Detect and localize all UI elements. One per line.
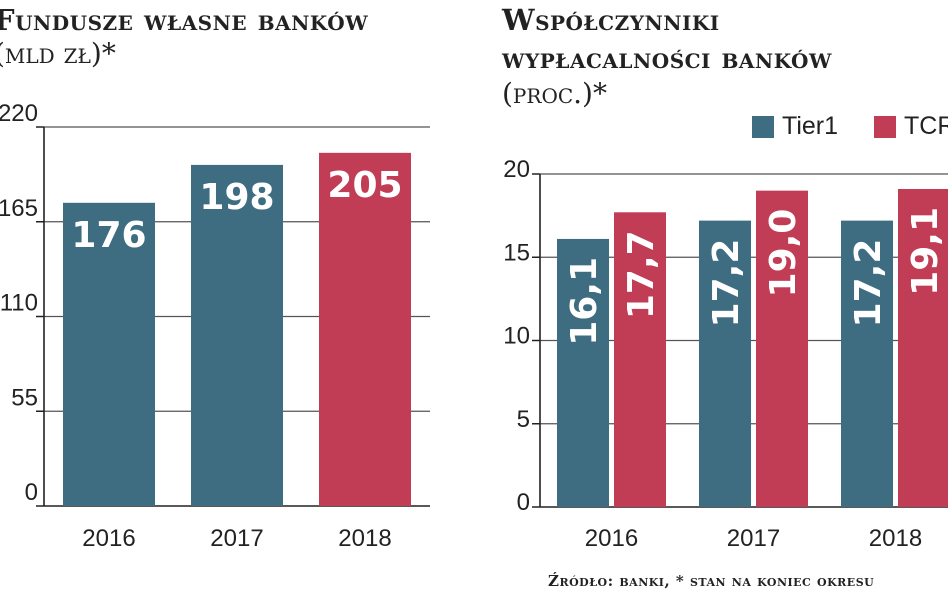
chart2-bar-value-label-tier1: 17,2 xyxy=(848,239,889,328)
chart2-bar-value-label-tier1: 17,2 xyxy=(706,239,747,328)
chart2-bar-value-label-tcr: 19,0 xyxy=(763,209,804,298)
chart2-x-tick-label: 2016 xyxy=(585,525,638,552)
chart2-bar-value-label-tier1: 16,1 xyxy=(564,257,605,346)
chart1-subtitle: (mld zł)* xyxy=(0,37,116,70)
chart2-bar-value-label-tcr: 19,1 xyxy=(905,207,946,296)
chart2-x-tick-label: 2018 xyxy=(869,525,922,552)
chart2-bar-tcr xyxy=(898,188,948,508)
legend-item-tcr: TCR xyxy=(874,112,948,141)
legend-label-tcr: TCR xyxy=(904,112,948,140)
chart2-bar-tcr xyxy=(614,212,666,508)
chart2-bar-tier1 xyxy=(699,220,751,507)
chart1-title: Fundusze własne banków xyxy=(0,3,369,37)
source-note: Źródło: banki, * stan na koniec okresu xyxy=(548,572,875,590)
chart1-y-tick-label: 110 xyxy=(0,290,38,317)
chart2-bar-tier1 xyxy=(841,220,893,507)
chart1-bar-value-label: 205 xyxy=(327,165,402,206)
legend-swatch-tier1 xyxy=(752,115,774,138)
chart1-y-tick-label: 55 xyxy=(11,384,38,411)
chart1-y-tick-label: 0 xyxy=(25,479,38,506)
chart2-bar-value-label-tcr: 17,7 xyxy=(621,230,662,319)
chart2-y-tick-label: 10 xyxy=(503,323,530,350)
chart1-x-tick-label: 2018 xyxy=(338,525,391,552)
legend-item-tier1: Tier1 xyxy=(752,112,838,141)
legend-label-tier1: Tier1 xyxy=(782,112,839,140)
chart2-bar-tier1 xyxy=(557,238,609,507)
chart2-y-tick-label: 5 xyxy=(517,406,530,433)
chart1-bar xyxy=(63,202,155,507)
chart1-y-tick-label: 165 xyxy=(0,195,38,222)
chart1-bar-value-label: 176 xyxy=(71,215,146,256)
chart2-title-line2: wypłacalności banków xyxy=(502,41,832,75)
chart1-x-tick-label: 2017 xyxy=(210,525,263,552)
chart2-y-tick-label: 15 xyxy=(503,239,530,266)
chart2-bar-tcr xyxy=(756,190,808,507)
chart1-bar-value-label: 198 xyxy=(199,177,274,218)
chart1-y-tick-label: 220 xyxy=(0,100,38,127)
chart2-x-tick-label: 2017 xyxy=(727,525,780,552)
chart2-y-tick-label: 20 xyxy=(503,156,530,183)
chart2-subtitle: (proc.)* xyxy=(502,77,607,110)
chart2-title-line1: Współczynniki xyxy=(502,3,720,37)
chart2-y-tick-label: 0 xyxy=(517,489,530,516)
chart1-x-tick-label: 2016 xyxy=(82,525,135,552)
chart1-bar xyxy=(319,152,411,506)
legend-swatch-tcr xyxy=(874,115,896,138)
chart1-bar xyxy=(191,164,283,506)
